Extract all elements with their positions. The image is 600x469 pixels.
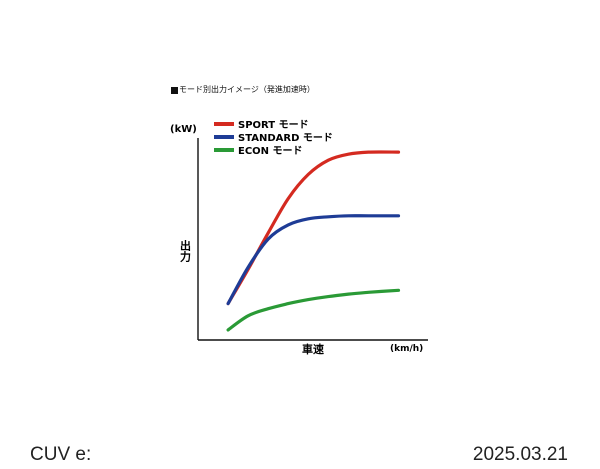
series-line-1 <box>226 150 401 306</box>
legend-swatch-1 <box>214 122 234 126</box>
legend-label-2: STANDARD モード <box>238 132 333 144</box>
footer-model-label: CUV e: <box>30 444 92 465</box>
y-unit-label: (kW) <box>170 124 197 135</box>
x-axis-title: 車速 <box>302 342 324 356</box>
x-unit-label: (km/h) <box>390 344 423 354</box>
series-line-3 <box>226 288 401 332</box>
legend-label-1: SPORT モード <box>238 119 309 131</box>
chart-series <box>226 150 401 332</box>
chart-caption-text: モード別出力イメージ（発進加速時） <box>179 85 315 94</box>
square-bullet-icon <box>171 86 178 94</box>
legend-swatch-2 <box>214 135 234 139</box>
legend-swatch-3 <box>214 148 234 152</box>
footer-date: 2025.03.21 <box>472 444 568 465</box>
y-axis-title: 出力 <box>179 239 192 263</box>
chart-caption: モード別出力イメージ（発進加速時） <box>171 85 315 95</box>
series-line-2 <box>226 214 401 306</box>
legend-label-3: ECON モード <box>238 145 303 157</box>
